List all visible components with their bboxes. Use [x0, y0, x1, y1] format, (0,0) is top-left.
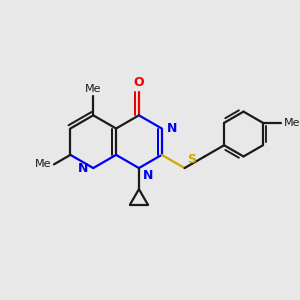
Text: N: N [78, 162, 88, 175]
Text: S: S [188, 153, 196, 166]
Text: Me: Me [35, 159, 52, 170]
Text: N: N [143, 169, 154, 182]
Text: Me: Me [85, 84, 101, 94]
Text: N: N [167, 122, 177, 135]
Text: Me: Me [284, 118, 300, 128]
Text: O: O [134, 76, 144, 89]
